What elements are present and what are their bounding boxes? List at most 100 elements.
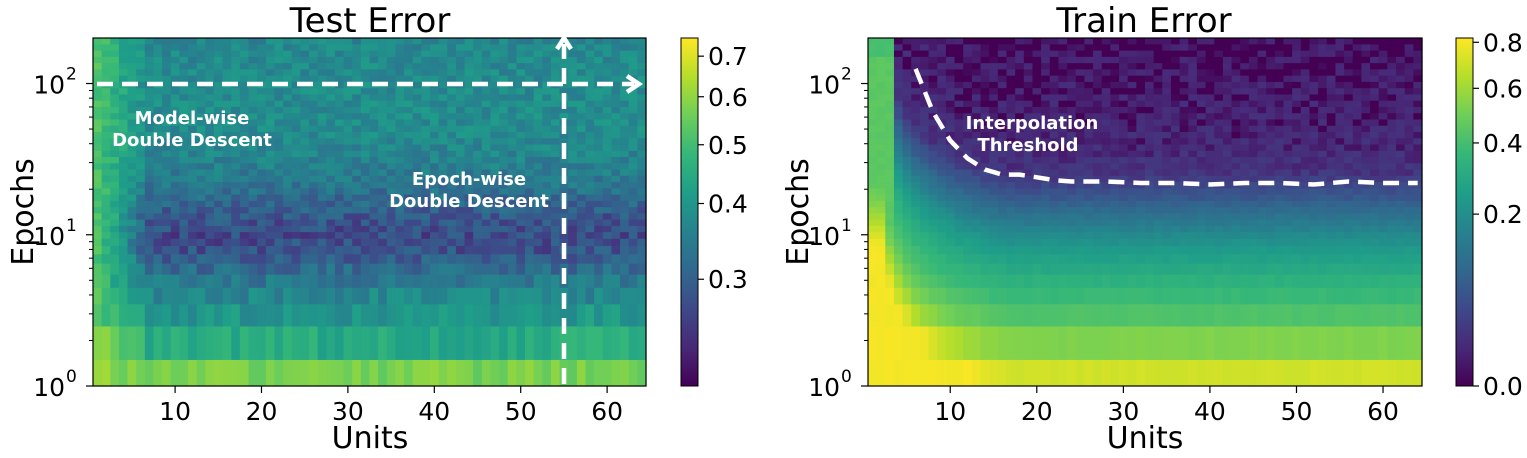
heatmap-cell	[395, 274, 405, 288]
heatmap-cell	[1231, 200, 1241, 208]
heatmap-cell	[1248, 106, 1259, 114]
heatmap-cell	[507, 181, 517, 189]
heatmap-cell	[1015, 81, 1025, 89]
heatmap-cell	[1093, 231, 1103, 239]
heatmap-cell	[980, 43, 990, 51]
heatmap-cell	[213, 81, 224, 89]
heatmap-cell	[369, 212, 379, 220]
heatmap-cell	[404, 106, 414, 114]
heatmap-cell	[179, 225, 189, 233]
heatmap-cell	[1344, 50, 1354, 57]
heatmap-cell	[455, 206, 466, 214]
heatmap-cell	[412, 359, 422, 387]
heatmap-cell	[239, 168, 250, 176]
heatmap-cell	[525, 225, 535, 233]
heatmap-cell	[997, 118, 1008, 126]
heatmap-cell	[464, 68, 474, 76]
heatmap-cell	[300, 131, 310, 139]
heatmap-cell	[144, 245, 155, 255]
heatmap-cell	[1136, 93, 1146, 101]
heatmap-cell	[378, 68, 388, 76]
heatmap-cell	[902, 93, 912, 101]
heatmap-cell	[1119, 225, 1129, 233]
heatmap-cell	[291, 245, 301, 255]
heatmap-cell	[412, 287, 422, 305]
heatmap-cell	[1084, 253, 1094, 264]
heatmap-cell	[326, 212, 336, 220]
heatmap-cell	[1205, 175, 1215, 183]
heatmap-cell	[101, 231, 111, 239]
heatmap-cell	[911, 168, 921, 176]
heatmap-cell	[127, 181, 137, 189]
heatmap-cell	[1170, 187, 1181, 195]
heatmap-cell	[989, 56, 999, 64]
heatmap-cell	[248, 253, 258, 264]
heatmap-cell	[919, 206, 930, 214]
heatmap-cell	[1352, 303, 1363, 327]
heatmap-cell	[257, 100, 267, 107]
heatmap-cell	[1300, 245, 1311, 255]
heatmap-cell	[1222, 325, 1233, 360]
heatmap-cell	[421, 274, 431, 288]
heatmap-cell	[516, 200, 526, 208]
heatmap-cell	[326, 168, 336, 176]
heatmap-cell	[1119, 131, 1129, 139]
heatmap-cell	[144, 274, 155, 288]
heatmap-cell	[1300, 263, 1311, 275]
heatmap-cell	[144, 181, 155, 189]
heatmap-cell	[971, 200, 982, 208]
heatmap-cell	[1188, 106, 1198, 114]
heatmap-cell	[213, 131, 224, 139]
heatmap-cell	[265, 56, 276, 64]
heatmap-cell	[179, 143, 189, 151]
heatmap-cell	[628, 253, 638, 264]
heatmap-cell	[1015, 87, 1025, 95]
heatmap-cell	[1119, 263, 1129, 275]
heatmap-cell	[954, 359, 964, 387]
heatmap-cell	[499, 359, 509, 387]
heatmap-cell	[1292, 100, 1302, 107]
heatmap-cell	[937, 75, 947, 82]
heatmap-cell	[576, 287, 587, 305]
heatmap-cell	[1101, 303, 1111, 327]
heatmap-cell	[989, 212, 999, 220]
heatmap-cell	[343, 181, 353, 189]
heatmap-cell	[395, 212, 405, 220]
heatmap-cell	[1049, 156, 1060, 164]
heatmap-cell	[525, 287, 535, 305]
heatmap-cell	[239, 303, 250, 327]
heatmap-cell	[1266, 231, 1276, 239]
heatmap-cell	[490, 56, 500, 64]
heatmap-cell	[188, 131, 198, 139]
heatmap-cell	[352, 187, 362, 195]
heatmap-cell	[265, 238, 276, 247]
heatmap-cell	[110, 325, 120, 360]
heatmap-cell	[963, 38, 973, 45]
heatmap-cell	[1257, 168, 1267, 176]
heatmap-cell	[481, 112, 492, 120]
heatmap-cell	[127, 194, 137, 201]
heatmap-cell	[1015, 156, 1025, 164]
heatmap-cell	[1222, 212, 1233, 220]
heatmap-cell	[162, 325, 172, 360]
heatmap-cell	[1136, 238, 1146, 247]
heatmap-cell	[954, 187, 964, 195]
heatmap-cell	[93, 125, 103, 132]
heatmap-cell	[550, 206, 561, 214]
heatmap-cell	[239, 81, 250, 89]
heatmap-cell	[1248, 100, 1259, 107]
heatmap-cell	[481, 287, 492, 305]
heatmap-cell	[628, 263, 638, 275]
heatmap-cell	[196, 245, 206, 255]
heatmap-cell	[343, 118, 353, 126]
heatmap-cell	[455, 75, 466, 82]
heatmap-cell	[274, 181, 284, 189]
heatmap-cell	[326, 263, 336, 275]
heatmap-cell	[101, 106, 111, 114]
heatmap-cell	[525, 194, 535, 201]
heatmap-cell	[533, 100, 543, 107]
heatmap-cell	[1231, 87, 1241, 95]
heatmap-cell	[602, 212, 613, 220]
heatmap-cell	[300, 106, 310, 114]
heatmap-cell	[283, 68, 293, 76]
